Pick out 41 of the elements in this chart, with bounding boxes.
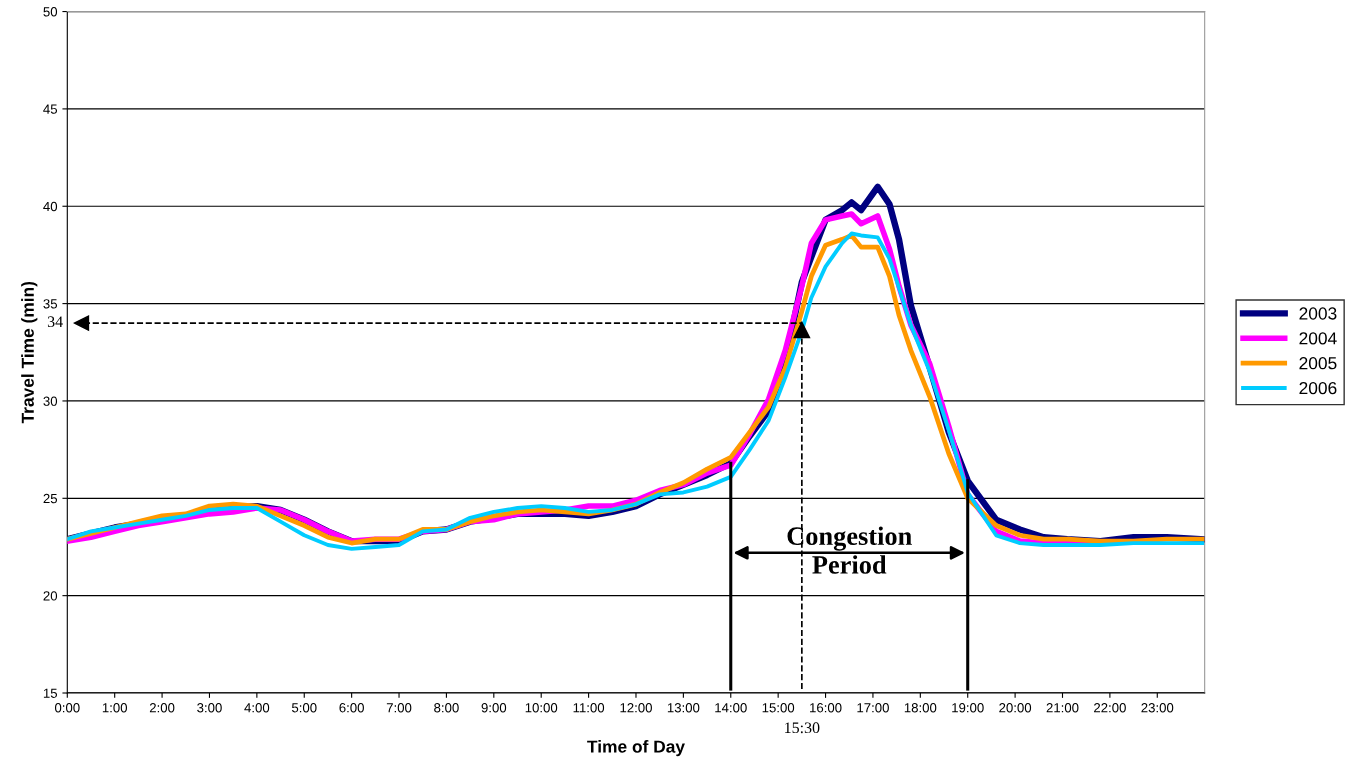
y-tick-label: 20 [43,591,58,601]
y-axis-title: Travel Time (min) [21,281,38,424]
x-tick-label: 16:00 [810,703,842,713]
x-axis-title: Time of Day [587,740,685,757]
legend-label: 2005 [1299,357,1337,370]
x-tick-label: 5:00 [291,703,317,713]
y-tick-label: 40 [43,201,58,212]
x-tick-label: 14:00 [715,703,747,713]
x-tick-label: 2:00 [149,703,175,713]
x-tick-label: 23:00 [1141,703,1174,713]
y-tick-label: 30 [43,396,58,406]
x-tick-label: 15:00 [762,703,795,713]
annotation: Congestion Period [787,526,912,574]
legend-label: 2006 [1299,381,1337,395]
x-tick-label: 19:00 [952,703,984,713]
x-tick-label: 17:00 [857,703,889,713]
x-tick-label: 11:00 [573,703,605,713]
legend-label: 2003 [1299,307,1337,320]
x-tick-label: 10:00 [525,703,558,713]
x-tick-label: 22:00 [1094,703,1126,713]
x-tick-label: 8:00 [434,703,459,713]
x-tick-label: 1:00 [102,703,128,713]
x-tick-label: 6:00 [339,703,364,713]
x-tick-label: 7:00 [386,703,412,713]
y-tick-label: 15 [43,688,58,698]
x-tick-label: 18:00 [904,703,937,713]
ref-line-label: 15:30 [785,722,820,734]
y-tick-label: 50 [43,7,58,17]
x-tick-label: 4:00 [244,703,270,713]
x-tick-label: 13:00 [667,703,700,713]
y-tick-label: 25 [43,493,58,504]
y-tick-label: 45 [43,104,58,114]
x-tick-label: 3:00 [197,703,222,713]
x-tick-label: 12:00 [620,703,652,713]
x-tick-label: 0:00 [54,703,80,713]
ref-line-label: 34 [47,316,63,328]
x-tick-label: 21:00 [1046,703,1079,713]
legend-label: 2004 [1299,332,1337,345]
x-tick-label: 20:00 [999,703,1032,713]
x-tick-label: 9:00 [481,703,507,713]
y-tick-label: 35 [43,299,58,309]
